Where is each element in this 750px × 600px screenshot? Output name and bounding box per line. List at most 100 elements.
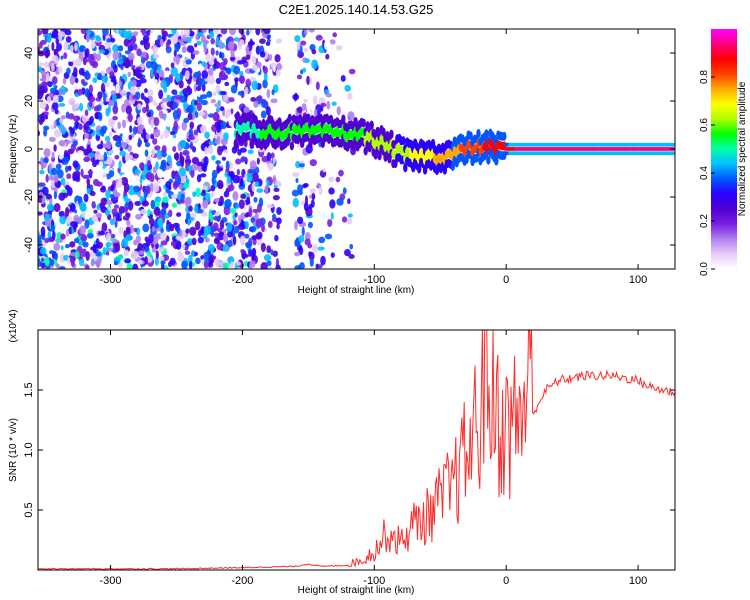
noise-cell [150,199,156,210]
signal-cell [494,156,499,166]
noise-cell [152,166,157,174]
noise-cell [177,191,182,201]
noise-cell [160,159,167,169]
colorbar-gradient [711,29,737,269]
noise-cell [184,197,190,207]
noise-cell [209,192,215,198]
noise-cell [191,237,197,246]
noise-cell [70,44,74,53]
noise-cell [153,182,160,193]
noise-cell [97,256,102,265]
noise-cell [46,203,55,212]
noise-cell [69,221,78,228]
y-tick-label: 0 [23,146,35,152]
colorbar-ticks: 0.0 0.2 0.4 0.6 0.8 [699,70,715,276]
noise-cell [44,213,52,219]
x-tick-label: -200 [231,575,253,587]
noise-cell [178,167,187,177]
noise-cell [53,119,57,129]
noise-cell [99,129,107,135]
noise-cell [64,243,70,249]
noise-cell [38,62,44,67]
noise-cell [160,240,168,246]
noise-cell [174,43,180,53]
noise-cell [203,225,212,236]
noise-cell [153,68,158,76]
noise-cell [268,53,273,61]
noise-cell [74,209,78,214]
colorbar-tick-label: 0.8 [699,70,710,84]
noise-cell [159,48,167,56]
noise-cell [161,145,167,154]
noise-cell [133,227,138,233]
noise-cell [175,235,183,240]
snr-line [38,330,675,570]
noise-cell [165,41,170,50]
noise-cell [144,255,148,265]
noise-cell [60,233,66,240]
noise-cell [131,79,137,87]
noise-cell [40,226,46,237]
noise-cell [141,170,147,181]
noise-cell [266,234,271,241]
snr-series [38,330,675,570]
noise-cell [119,146,124,152]
noise-cell [82,241,89,248]
noise-cell [145,171,153,181]
noise-cell [169,223,175,232]
noise-cell [251,64,258,71]
noise-cell [72,140,78,147]
noise-cell [222,233,229,243]
y-tick-label: 1.0 [23,442,35,457]
noise-cell [296,42,301,51]
noise-cell [294,265,302,269]
noise-cell [84,109,89,117]
noise-cell [90,39,96,49]
noise-cell [181,46,187,54]
noise-cell [121,119,127,129]
signal-cell [341,114,346,124]
noise-cell [311,192,316,201]
signal-cell [369,120,374,130]
noise-cell [303,98,308,103]
signal-cell [468,131,473,141]
noise-cell [213,91,217,97]
noise-cell [310,199,315,208]
noise-cell [214,212,220,217]
noise-cell [83,58,89,64]
noise-cell [153,116,160,127]
noise-cell [276,62,283,71]
noise-cell [222,262,230,269]
noise-cell [347,111,355,121]
noise-cell [137,259,143,265]
noise-cell [41,81,48,87]
noise-cell [304,29,308,36]
noise-cell [74,77,79,84]
noise-cell [221,156,227,161]
noise-cell [64,184,71,191]
noise-cell [146,250,152,257]
signal-cell [361,118,366,128]
noise-cell [140,92,145,100]
x-tick-label: -200 [231,274,253,286]
snr-x-label: Height of straight line (km) [298,585,415,596]
noise-cell [256,157,260,165]
noise-cell [157,65,161,75]
noise-cell [332,32,338,38]
noise-cell [78,68,85,76]
noise-cell [95,251,102,257]
noise-cell [112,115,118,121]
noise-cell [57,95,64,103]
noise-cell [220,116,225,121]
noise-cell [187,165,193,171]
noise-cell [182,243,186,250]
noise-cell [40,247,47,255]
noise-cell [203,251,210,261]
noise-cell [96,153,105,161]
noise-cell [170,131,176,136]
noise-cell [112,44,120,53]
noise-cell [102,246,107,256]
noise-cell [197,63,203,71]
noise-cell [142,128,146,136]
noise-cell [306,75,310,85]
